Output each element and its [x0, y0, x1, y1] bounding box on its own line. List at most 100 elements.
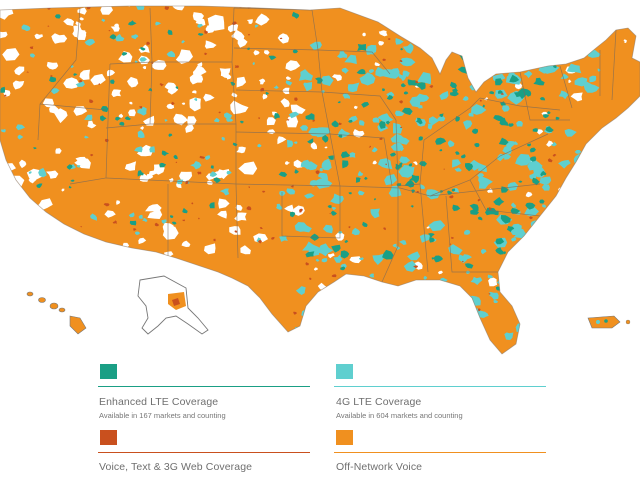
- voice-3g-patch: [503, 13, 508, 17]
- no-coverage-patch: [204, 243, 216, 255]
- lte-4g-patch: [321, 258, 328, 263]
- no-coverage-patch: [374, 62, 381, 66]
- lte-4g-patch: [337, 50, 348, 59]
- lte-4g-patch: [549, 235, 556, 240]
- enhanced-lte-patch: [482, 104, 486, 108]
- voice-3g-patch: [500, 92, 504, 95]
- no-coverage-patch: [106, 69, 116, 77]
- voice-3g-patch: [488, 293, 491, 295]
- enhanced-lte-patch: [532, 177, 540, 186]
- voice-3g-patch: [199, 155, 206, 159]
- no-coverage-patch: [603, 235, 610, 241]
- enhanced-lte-patch: [307, 138, 314, 144]
- enhanced-lte-patch: [525, 202, 536, 210]
- lte-4g-patch: [354, 277, 366, 285]
- lte-4g-patch: [434, 308, 450, 319]
- no-coverage-patch: [255, 13, 270, 26]
- lte-4g-patch: [390, 133, 405, 143]
- enhanced-lte-patch: [416, 117, 423, 125]
- no-coverage-patch: [14, 66, 25, 76]
- lte-4g-patch: [469, 159, 485, 171]
- lte-4g-patch: [288, 111, 300, 119]
- voice-3g-patch: [204, 52, 208, 56]
- voice-3g-patch: [368, 145, 371, 148]
- enhanced-lte-patch: [403, 91, 409, 95]
- enhanced-lte-patch: [239, 120, 245, 124]
- enhanced-lte-patch: [541, 215, 551, 223]
- enhanced-lte-patch: [331, 244, 341, 253]
- lte-4g-patch: [448, 244, 463, 255]
- voice-3g-patch: [175, 161, 178, 163]
- enhanced-lte-patch: [452, 204, 461, 212]
- alaska-map: [137, 275, 209, 335]
- enhanced-lte-patch: [127, 20, 137, 26]
- enhanced-lte-patch: [471, 128, 478, 134]
- no-coverage-patch: [192, 65, 207, 78]
- lte-4g-patch: [401, 165, 413, 176]
- enhanced-lte-patch: [124, 116, 131, 121]
- lte-4g-patch: [298, 69, 313, 81]
- enhanced-lte-patch: [401, 107, 413, 116]
- lte-4g-patch: [351, 334, 361, 342]
- voice-3g-patch: [226, 313, 231, 317]
- lte-4g-patch: [541, 204, 547, 208]
- no-coverage-patch: [623, 134, 635, 142]
- no-coverage-patch: [46, 61, 59, 70]
- no-coverage-patch: [95, 0, 101, 4]
- no-coverage-patch: [412, 161, 418, 166]
- no-coverage-patch: [2, 48, 20, 61]
- enhanced-lte-patch: [305, 113, 315, 121]
- lte-4g-patch: [30, 223, 40, 230]
- enhanced-lte-patch: [171, 221, 177, 225]
- no-coverage-patch: [570, 92, 583, 102]
- enhanced-lte-patch: [278, 171, 288, 178]
- lte-4g-patch: [359, 72, 376, 86]
- lte-4g-patch: [181, 40, 186, 44]
- no-coverage-patch: [525, 191, 533, 198]
- voice-3g-patch: [234, 230, 238, 233]
- no-coverage-patch: [546, 140, 554, 147]
- lte-4g-patch: [580, 42, 587, 48]
- no-coverage-patch: [313, 267, 319, 271]
- no-coverage-patch: [555, 207, 566, 217]
- lte-4g-patch: [309, 41, 322, 51]
- no-coverage-patch: [504, 51, 509, 56]
- no-coverage-patch: [286, 115, 299, 128]
- voice-3g-patch: [195, 1, 198, 3]
- enhanced-lte-patch: [449, 90, 459, 97]
- lte-4g-patch: [345, 317, 358, 329]
- lte-4g-patch: [505, 284, 518, 295]
- lte-4g-patch: [583, 81, 600, 93]
- lte-4g-patch: [591, 304, 604, 316]
- lte-4g-patch: [399, 240, 407, 245]
- lte-4g-patch: [409, 96, 421, 108]
- enhanced-lte-patch: [379, 296, 390, 304]
- enhanced-lte-patch: [290, 211, 296, 218]
- voice-3g-patch: [50, 75, 53, 77]
- enhanced-lte-patch: [515, 41, 520, 45]
- no-coverage-patch: [559, 244, 565, 250]
- enhanced-lte-patch: [121, 52, 128, 56]
- lte-4g-patch: [549, 225, 563, 238]
- lte-4g-patch: [430, 290, 440, 297]
- lte-4g-patch: [357, 190, 365, 196]
- lte-4g-patch: [149, 146, 155, 153]
- voice-3g-patch: [552, 153, 557, 157]
- lte-4g-patch: [477, 33, 489, 46]
- enhanced-lte-patch: [495, 238, 505, 245]
- lte-4g-patch: [166, 50, 176, 58]
- voice-3g-patch: [290, 184, 294, 188]
- enhanced-lte-patch: [342, 160, 349, 169]
- lte-4g-patch: [76, 165, 81, 168]
- lte-4g-patch: [511, 237, 517, 242]
- voice-3g-patch: [448, 17, 454, 21]
- no-coverage-patch: [3, 215, 13, 222]
- no-coverage-patch: [555, 290, 566, 298]
- lte-4g-patch: [437, 116, 446, 122]
- no-coverage-patch: [72, 25, 87, 38]
- voice-3g-patch: [451, 236, 455, 239]
- enhanced-lte-patch: [109, 34, 117, 40]
- voice-3g-patch: [246, 206, 252, 211]
- lte-4g-patch: [205, 155, 211, 160]
- lte-4g-swatch: [336, 364, 353, 379]
